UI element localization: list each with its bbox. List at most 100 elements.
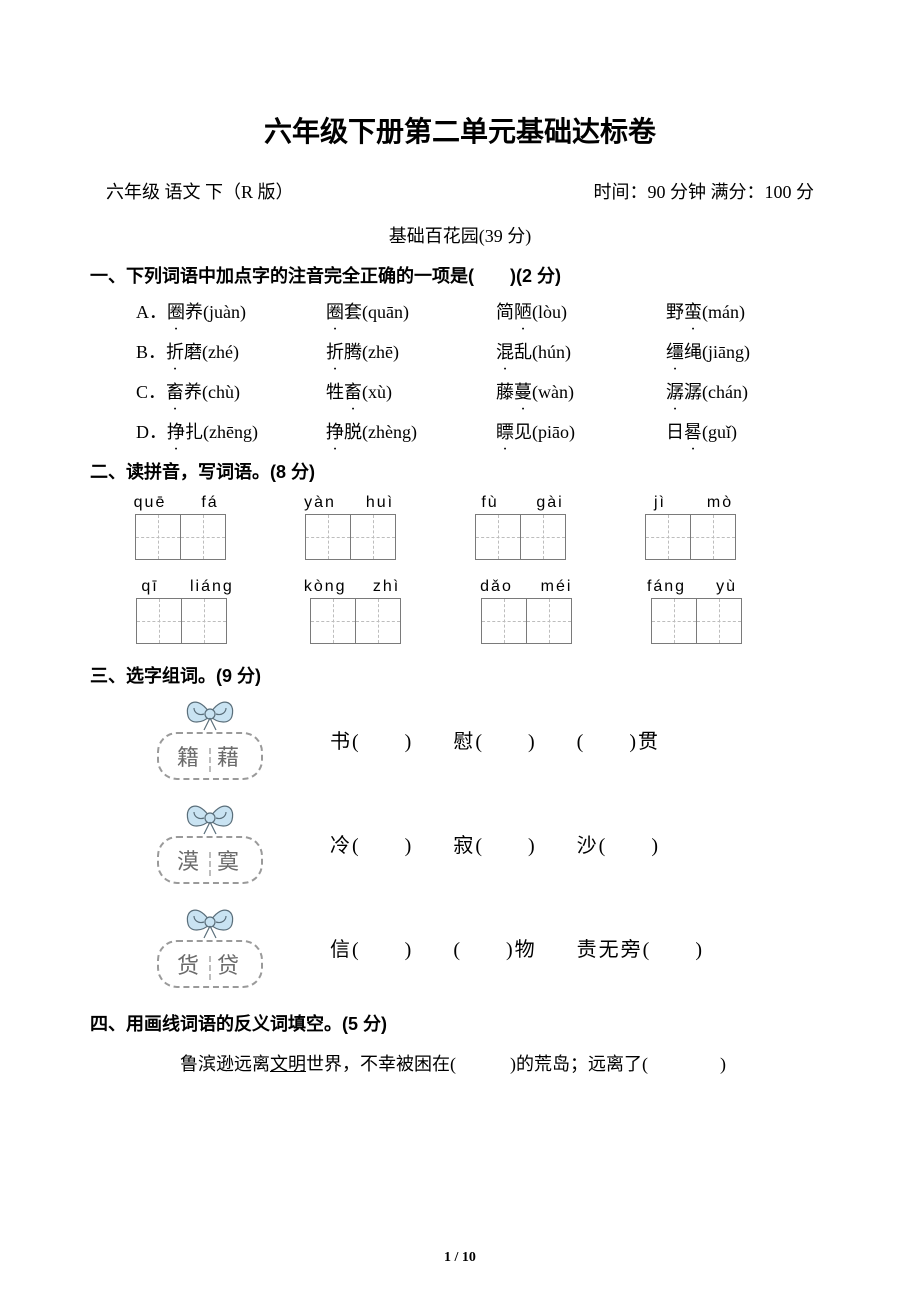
word-blank[interactable]: 信( ) <box>330 933 413 962</box>
pinyin-tianzige-item: fùgài <box>470 494 570 560</box>
pinyin-tianzige-item: kòngzhì <box>304 578 407 644</box>
char-bubble: 货贷 <box>157 940 263 988</box>
worksheet-page: 六年级下册第二单元基础达标卷 六年级 语文 下（R 版） 时间：90 分钟 满分… <box>0 0 920 1302</box>
q4-heading: 四、用画线词语的反义词填空。(5 分) <box>90 1010 830 1036</box>
pinyin-tianzige-item: dǎoméi <box>477 578 577 644</box>
page-title: 六年级下册第二单元基础达标卷 <box>90 110 830 150</box>
q1-heading: 一、下列词语中加点字的注音完全正确的一项是( )(2 分) <box>90 262 830 288</box>
q2-row: quēfá yànhuì fùgài jìmò <box>130 494 830 560</box>
tianzige-cell[interactable] <box>651 598 697 644</box>
pinyin-label: yànhuì <box>300 494 400 512</box>
pinyin-label: qīliáng <box>130 578 234 596</box>
word-blank[interactable]: 沙( ) <box>577 829 660 858</box>
pinyin-label: kòngzhì <box>304 578 407 596</box>
q2-pinyin-groups: quēfá yànhuì fùgài jìmò qīliáng kòngzhì dǎoméi… <box>130 494 830 644</box>
q1-option-cell: 牲畜(xù) <box>326 378 496 404</box>
tianzige-cell[interactable] <box>355 598 401 644</box>
char-bubble-wrap: 籍藉 <box>130 698 290 780</box>
tianzige-cell[interactable] <box>136 598 182 644</box>
pinyin-tianzige-item: jìmò <box>640 494 740 560</box>
word-blank[interactable]: ( )贯 <box>577 725 660 754</box>
tianzige-grid[interactable] <box>135 514 226 560</box>
pinyin-tianzige-item: qīliáng <box>130 578 234 644</box>
q4-text-mid: 世界，不幸被困在( )的荒岛；远离了( ) <box>306 1054 726 1074</box>
tianzige-grid[interactable] <box>651 598 742 644</box>
q4-text-prefix: 鲁滨逊远离 <box>180 1054 270 1074</box>
pinyin-label: fùgài <box>470 494 570 512</box>
q1-option-cell: 挣脱(zhèng) <box>326 418 496 444</box>
bow-icon <box>180 802 240 836</box>
subheader-row: 六年级 语文 下（R 版） 时间：90 分钟 满分：100 分 <box>106 178 814 204</box>
pinyin-tianzige-item: quēfá <box>130 494 230 560</box>
q2-row: qīliáng kòngzhì dǎoméi fángyù <box>130 578 830 644</box>
q3-blanks: 信( ) ( )物 责无旁( ) <box>330 933 830 962</box>
q1-option-cell: C．畜养(chù) <box>136 378 326 404</box>
pinyin-label: dǎoméi <box>477 578 577 596</box>
grade-info: 六年级 语文 下（R 版） <box>106 178 294 204</box>
word-blank[interactable]: 寂( ) <box>453 829 536 858</box>
q3-blanks: 冷( ) 寂( ) 沙( ) <box>330 829 830 858</box>
time-score-info: 时间：90 分钟 满分：100 分 <box>594 178 815 204</box>
tianzige-cell[interactable] <box>350 514 396 560</box>
char-bubble: 漠寞 <box>157 836 263 884</box>
q1-option-cell: 瞟见(piāo) <box>496 418 666 444</box>
tianzige-cell[interactable] <box>645 514 691 560</box>
word-blank[interactable]: 书( ) <box>330 725 413 754</box>
char-bubble-wrap: 货贷 <box>130 906 290 988</box>
q1-option-cell: 折腾(zhē) <box>326 338 496 364</box>
section-header: 基础百花园(39 分) <box>90 222 830 248</box>
tianzige-grid[interactable] <box>136 598 227 644</box>
tianzige-grid[interactable] <box>481 598 572 644</box>
char-bubble: 籍藉 <box>157 732 263 780</box>
q1-option-cell: 野蛮(mán) <box>666 298 836 324</box>
pinyin-label: quēfá <box>130 494 230 512</box>
q3-row: 货贷 信( ) ( )物 责无旁( ) <box>130 906 830 988</box>
tianzige-cell[interactable] <box>310 598 356 644</box>
q3-row: 漠寞 冷( ) 寂( ) 沙( ) <box>130 802 830 884</box>
tianzige-grid[interactable] <box>310 598 401 644</box>
q1-option-cell: A．圈养(juàn) <box>136 298 326 324</box>
q1-option-cell: 藤蔓(wàn) <box>496 378 666 404</box>
q2-heading: 二、读拼音，写词语。(8 分) <box>90 458 830 484</box>
tianzige-grid[interactable] <box>305 514 396 560</box>
tianzige-cell[interactable] <box>475 514 521 560</box>
tianzige-cell[interactable] <box>135 514 181 560</box>
q4-underlined-word: 文明 <box>270 1054 306 1074</box>
q1-option-cell: 简陋(lòu) <box>496 298 666 324</box>
word-blank[interactable]: 慰( ) <box>453 725 536 754</box>
word-blank[interactable]: 责无旁( ) <box>577 933 704 962</box>
q1-option-cell: 缰绳(jiāng) <box>666 338 836 364</box>
pinyin-label: jìmò <box>640 494 740 512</box>
q3-heading: 三、选字组词。(9 分) <box>90 662 830 688</box>
q1-option-row: A．圈养(juàn)圈套(quān)简陋(lòu)野蛮(mán) <box>136 298 830 324</box>
q1-option-row: C．畜养(chù)牲畜(xù)藤蔓(wàn)潺潺(chán) <box>136 378 830 404</box>
tianzige-cell[interactable] <box>181 598 227 644</box>
q3-rows: 籍藉 书( ) 慰( ) ( )贯 漠寞 冷( ) 寂( ) 沙( ) 货贷 信( ) ( )物… <box>130 698 830 988</box>
tianzige-cell[interactable] <box>690 514 736 560</box>
tianzige-grid[interactable] <box>645 514 736 560</box>
q1-option-cell: 潺潺(chán) <box>666 378 836 404</box>
tianzige-cell[interactable] <box>305 514 351 560</box>
pinyin-tianzige-item: yànhuì <box>300 494 400 560</box>
tianzige-cell[interactable] <box>526 598 572 644</box>
q4-body: 鲁滨逊远离文明世界，不幸被困在( )的荒岛；远离了( ) <box>180 1046 830 1082</box>
q1-option-cell: 圈套(quān) <box>326 298 496 324</box>
bow-icon <box>180 698 240 732</box>
tianzige-grid[interactable] <box>475 514 566 560</box>
tianzige-cell[interactable] <box>180 514 226 560</box>
pinyin-label: fángyù <box>647 578 747 596</box>
tianzige-cell[interactable] <box>520 514 566 560</box>
q1-option-cell: 日晷(guǐ) <box>666 418 836 444</box>
q1-option-row: D．挣扎(zhēng)挣脱(zhèng)瞟见(piāo)日晷(guǐ) <box>136 418 830 444</box>
word-blank[interactable]: 冷( ) <box>330 829 413 858</box>
q3-row: 籍藉 书( ) 慰( ) ( )贯 <box>130 698 830 780</box>
pinyin-tianzige-item: fángyù <box>647 578 747 644</box>
word-blank[interactable]: ( )物 <box>453 933 536 962</box>
bow-icon <box>180 906 240 940</box>
tianzige-cell[interactable] <box>696 598 742 644</box>
q1-options: A．圈养(juàn)圈套(quān)简陋(lòu)野蛮(mán) B．折磨(zhé… <box>136 298 830 444</box>
page-number: 1 / 10 <box>0 1250 920 1266</box>
q1-option-row: B．折磨(zhé)折腾(zhē)混乱(hún)缰绳(jiāng) <box>136 338 830 364</box>
tianzige-cell[interactable] <box>481 598 527 644</box>
q1-option-cell: B．折磨(zhé) <box>136 338 326 364</box>
